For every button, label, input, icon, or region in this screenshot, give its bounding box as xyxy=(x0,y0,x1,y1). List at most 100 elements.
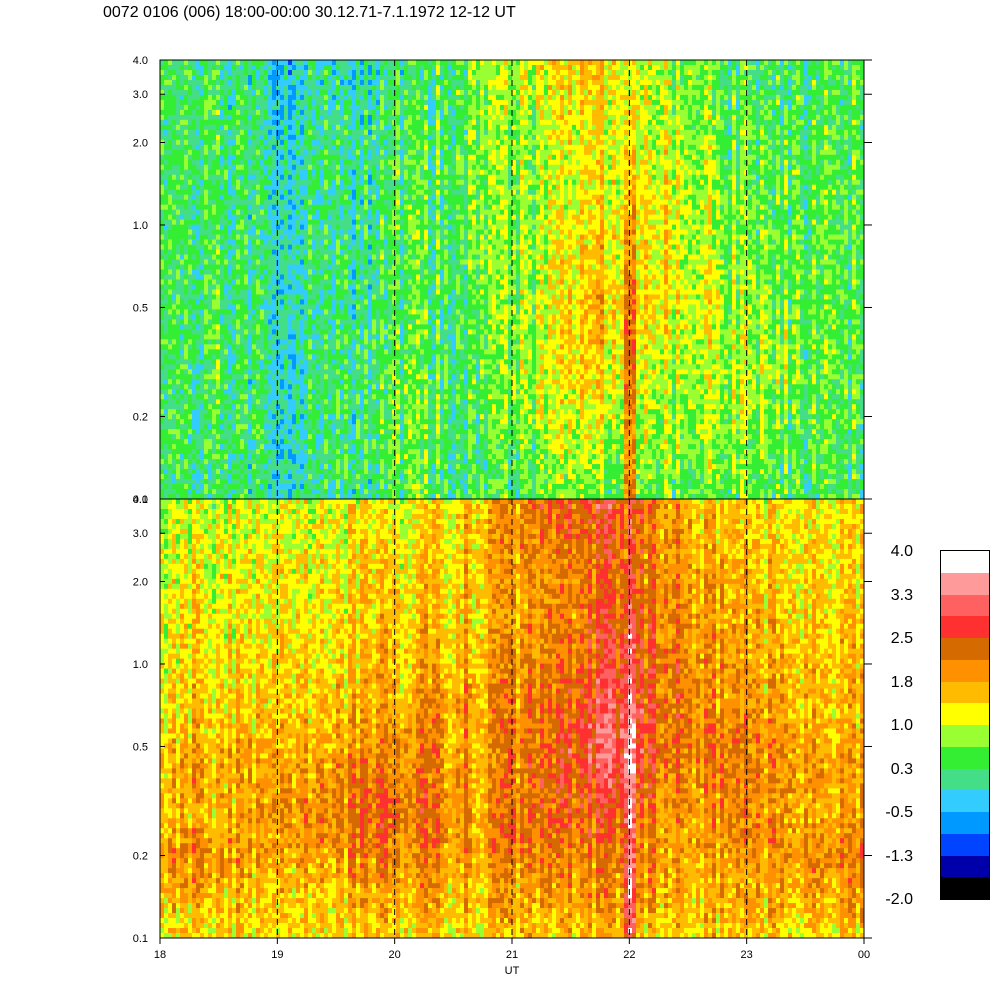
heatmap-cell xyxy=(284,60,289,66)
heatmap-cell xyxy=(316,154,321,161)
heatmap-cell xyxy=(428,429,433,435)
heatmap-cell xyxy=(460,399,465,410)
heatmap-cell xyxy=(348,439,353,450)
heatmap-cell xyxy=(404,114,409,121)
heatmap-cell xyxy=(284,469,289,475)
heatmap-cell xyxy=(344,344,349,355)
heatmap-cell xyxy=(268,409,273,420)
heatmap-cell xyxy=(460,274,465,280)
heatmap-cell xyxy=(392,439,397,445)
heatmap-cell xyxy=(484,259,489,270)
heatmap-cell xyxy=(432,274,437,280)
heatmap-cell xyxy=(448,489,453,500)
heatmap-cell xyxy=(412,454,417,460)
heatmap-cell xyxy=(476,369,481,375)
heatmap-cell xyxy=(364,224,369,240)
heatmap-cell xyxy=(484,409,489,435)
heatmap-cell xyxy=(348,229,353,235)
heatmap-cell xyxy=(392,294,397,305)
heatmap-cell xyxy=(384,264,389,270)
heatmap-cell xyxy=(400,174,405,186)
heatmap-cell xyxy=(384,439,389,450)
heatmap-cell xyxy=(356,334,361,340)
heatmap-cell xyxy=(476,89,481,96)
heatmap-cell xyxy=(260,479,265,485)
heatmap-cell xyxy=(288,389,293,395)
heatmap-cell xyxy=(204,369,209,375)
heatmap-cell xyxy=(256,314,261,320)
heatmap-cell xyxy=(416,329,421,335)
heatmap-cell xyxy=(264,94,269,101)
heatmap-cell xyxy=(348,60,353,66)
heatmap-cell xyxy=(456,84,461,91)
heatmap-cell xyxy=(168,464,173,470)
heatmap-cell xyxy=(420,79,425,86)
heatmap-cell xyxy=(356,419,361,440)
heatmap-cell xyxy=(432,449,437,465)
heatmap-cell xyxy=(180,484,185,500)
heatmap-cell xyxy=(444,284,449,295)
heatmap-cell xyxy=(208,379,213,390)
heatmap-cell xyxy=(424,374,429,380)
heatmap-cell xyxy=(408,164,413,181)
heatmap-cell xyxy=(480,114,485,146)
heatmap-cell xyxy=(312,384,317,390)
heatmap-cell xyxy=(480,244,485,250)
heatmap-cell xyxy=(312,199,317,205)
heatmap-cell xyxy=(436,209,441,215)
heatmap-cell xyxy=(328,199,333,205)
heatmap-cell xyxy=(276,379,281,395)
heatmap-cell xyxy=(200,264,205,270)
heatmap-cell xyxy=(488,354,493,360)
heatmap-cell xyxy=(336,479,341,490)
heatmap-cell xyxy=(236,209,241,215)
heatmap-cell xyxy=(500,209,505,215)
heatmap-cell xyxy=(352,384,357,390)
heatmap-cell xyxy=(180,214,185,220)
heatmap-cell xyxy=(344,444,349,450)
heatmap-cell xyxy=(416,244,421,255)
heatmap-cell xyxy=(228,474,233,485)
heatmap-cell xyxy=(488,474,493,480)
heatmap-cell xyxy=(292,109,297,116)
heatmap-cell xyxy=(160,209,165,220)
heatmap-cell xyxy=(468,204,473,210)
heatmap-cell xyxy=(216,409,221,415)
heatmap-cell xyxy=(488,194,493,200)
heatmap-cell xyxy=(312,299,317,305)
heatmap-cell xyxy=(176,244,181,255)
heatmap-cell xyxy=(504,349,509,355)
heatmap-cell xyxy=(176,454,181,460)
heatmap-cell xyxy=(184,94,189,106)
heatmap-cell xyxy=(436,109,441,121)
heatmap-cell xyxy=(384,289,389,300)
heatmap-cell xyxy=(372,89,377,96)
heatmap-cell xyxy=(356,344,361,355)
heatmap-cell xyxy=(412,424,417,435)
heatmap-cell xyxy=(192,164,197,176)
heatmap-cell xyxy=(264,74,269,81)
heatmap-cell xyxy=(448,189,453,205)
heatmap-cell xyxy=(476,399,481,410)
heatmap-cell xyxy=(304,439,309,445)
heatmap-cell xyxy=(220,214,225,225)
heatmap-cell xyxy=(164,94,169,121)
heatmap-cell xyxy=(416,89,421,101)
heatmap-cell xyxy=(332,69,337,76)
heatmap-cell xyxy=(308,64,313,71)
heatmap-cell xyxy=(236,349,241,355)
heatmap-cell xyxy=(360,389,365,410)
heatmap-cell xyxy=(412,324,417,335)
heatmap-cell xyxy=(212,60,217,66)
heatmap-cell xyxy=(392,324,397,330)
heatmap-cell xyxy=(248,264,253,270)
heatmap-cell xyxy=(228,169,233,195)
heatmap-cell xyxy=(268,199,273,205)
heatmap-cell xyxy=(212,309,217,315)
heatmap-cell xyxy=(180,99,185,106)
heatmap-cell xyxy=(248,379,253,385)
heatmap-cell xyxy=(180,329,185,335)
heatmap-cell xyxy=(312,104,317,111)
heatmap-cell xyxy=(416,494,421,500)
heatmap-cell xyxy=(324,334,329,340)
